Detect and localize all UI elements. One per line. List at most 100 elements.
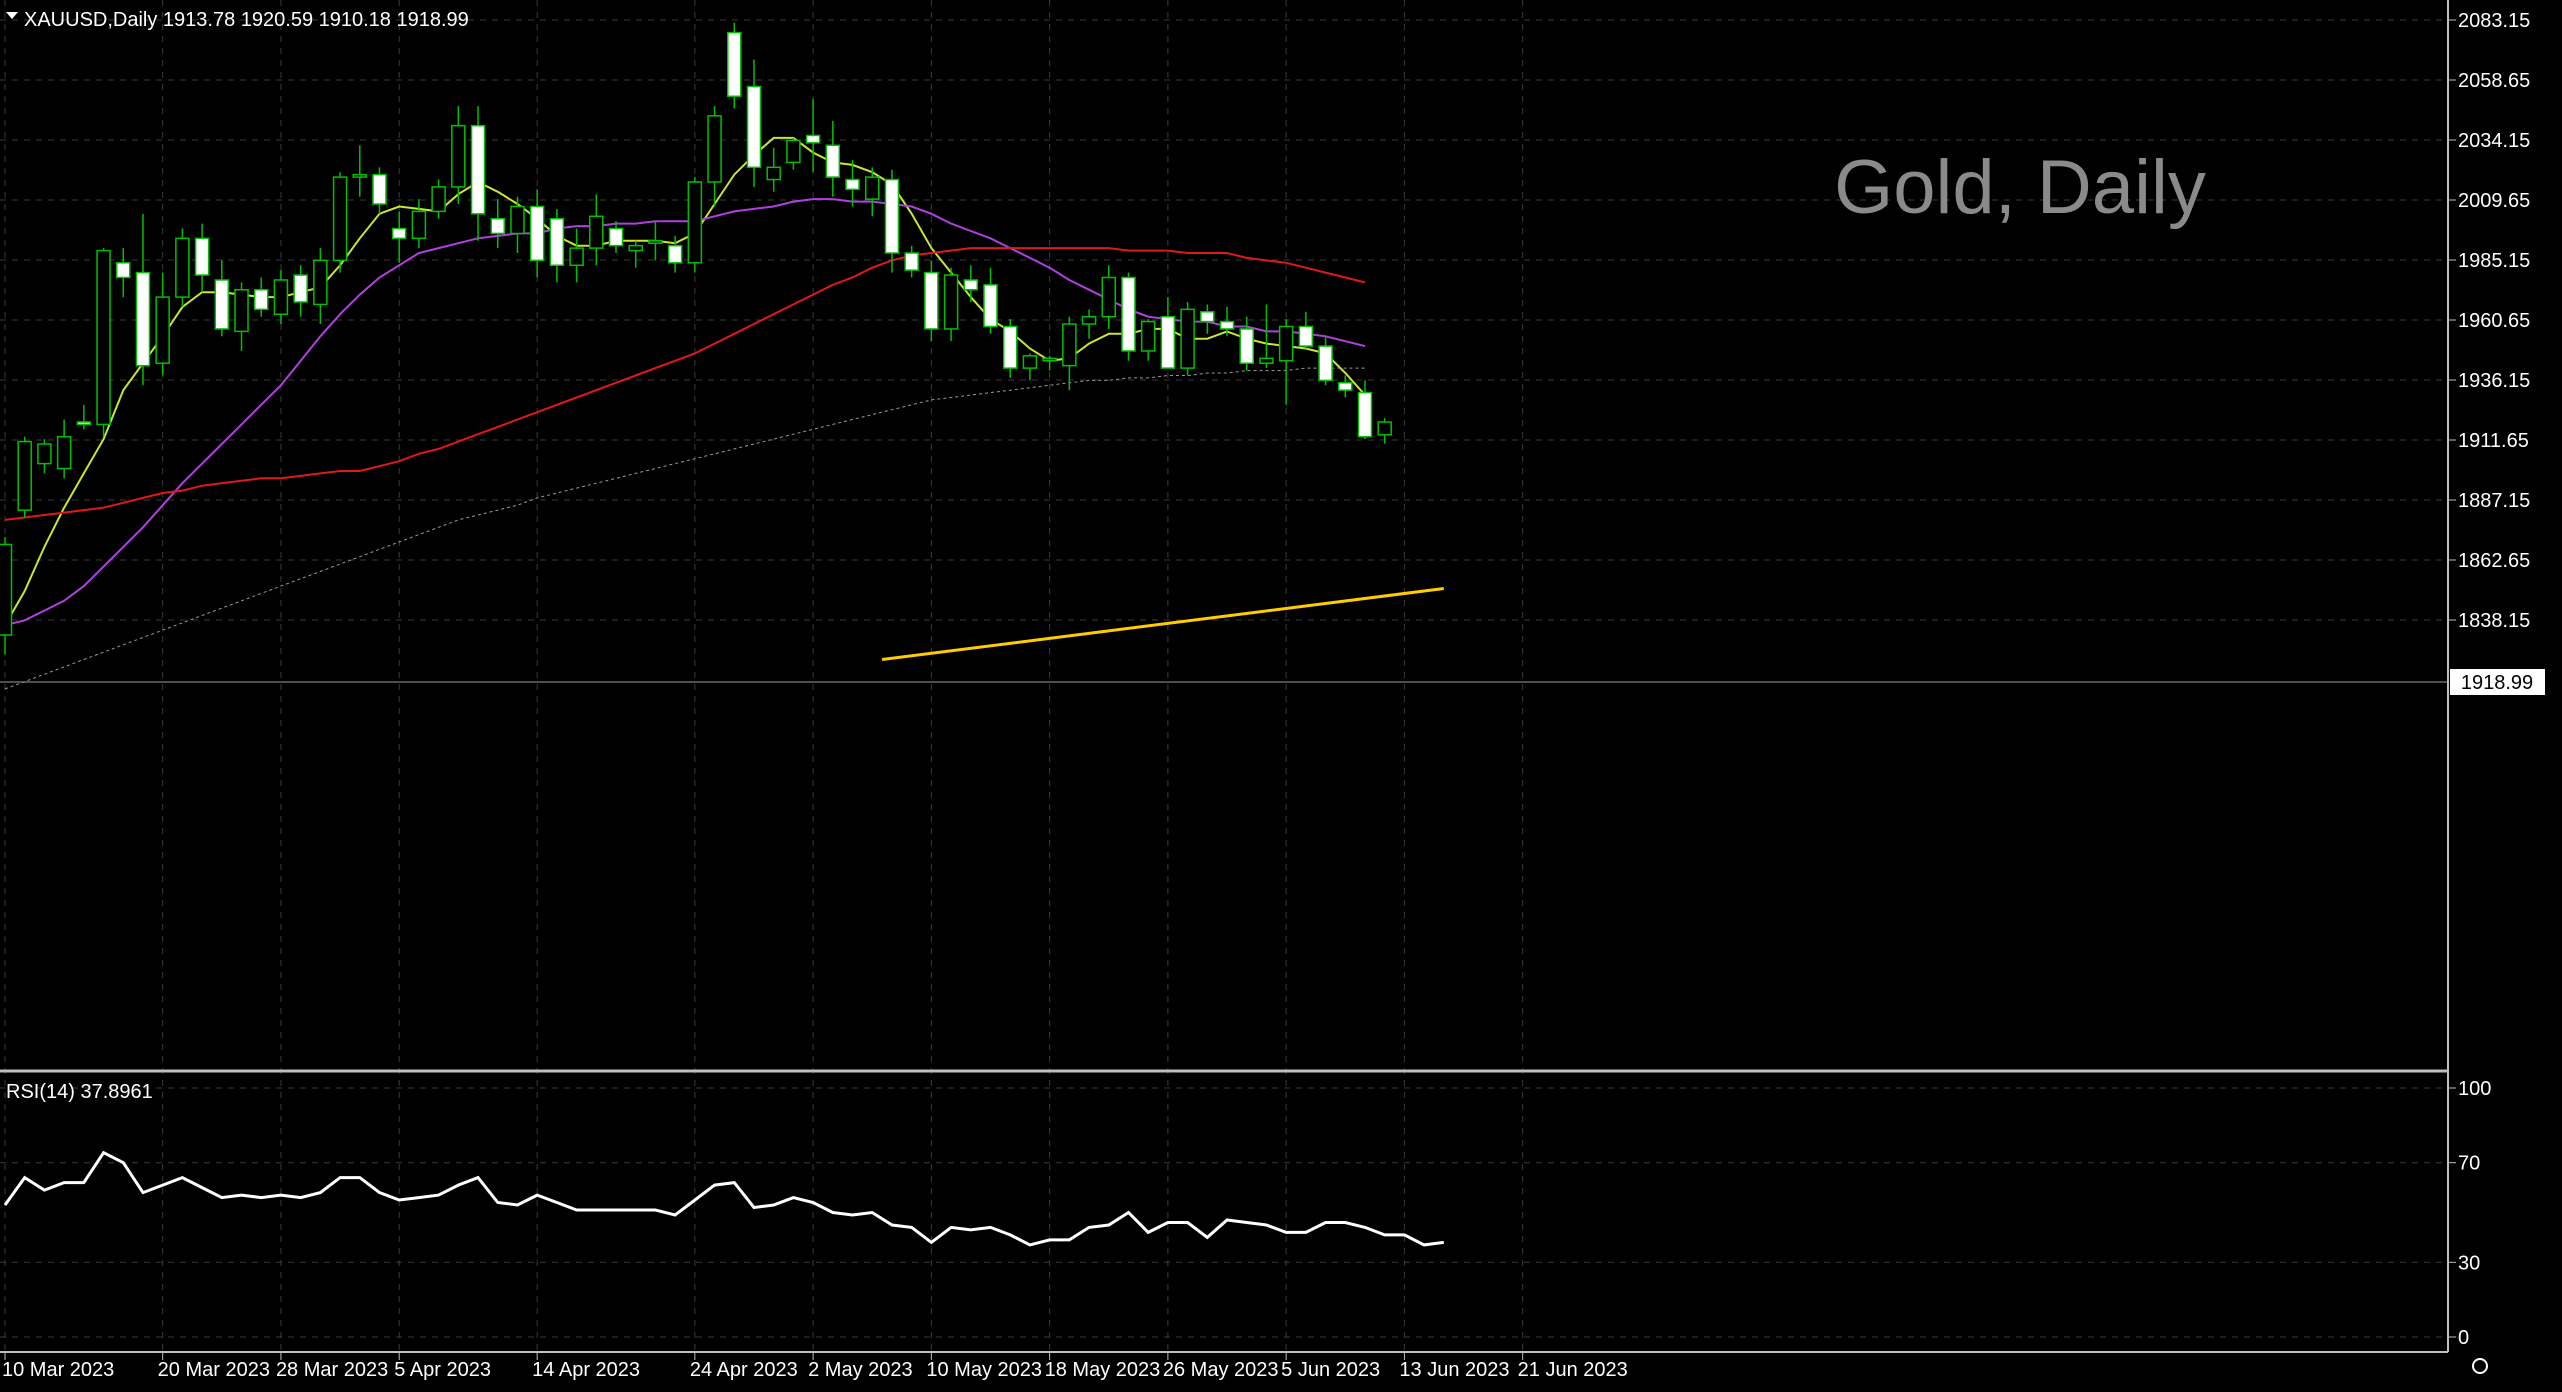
candle-body[interactable] bbox=[1002, 325, 1018, 369]
candle-body[interactable] bbox=[273, 279, 289, 315]
candle[interactable] bbox=[687, 177, 703, 273]
trend-lines[interactable] bbox=[881, 587, 1445, 662]
candle-body[interactable] bbox=[1081, 315, 1097, 325]
candle[interactable] bbox=[1180, 301, 1195, 376]
candle-body[interactable] bbox=[825, 144, 841, 178]
candle-body[interactable] bbox=[845, 178, 860, 191]
candle-body[interactable] bbox=[1101, 276, 1117, 318]
candle-body[interactable] bbox=[1278, 325, 1294, 362]
candle[interactable] bbox=[1140, 319, 1156, 361]
candle[interactable] bbox=[234, 282, 249, 351]
yellow-trend-line[interactable] bbox=[881, 587, 1445, 662]
candle-body[interactable] bbox=[1357, 391, 1373, 438]
candle[interactable] bbox=[529, 189, 545, 278]
candle[interactable] bbox=[983, 267, 998, 334]
candle-body[interactable] bbox=[963, 279, 979, 291]
candle[interactable] bbox=[1200, 304, 1215, 334]
candle[interactable] bbox=[17, 436, 32, 518]
candle[interactable] bbox=[431, 179, 446, 219]
candle[interactable] bbox=[293, 265, 308, 317]
candle-body[interactable] bbox=[1180, 308, 1195, 369]
candle[interactable] bbox=[943, 267, 959, 342]
candle-body[interactable] bbox=[943, 274, 959, 330]
rsi-pane[interactable]: 100 70 30 0 bbox=[0, 1078, 2491, 1349]
candle-body[interactable] bbox=[904, 252, 919, 271]
candle-body[interactable] bbox=[648, 240, 663, 244]
candle[interactable] bbox=[451, 106, 466, 205]
candle[interactable] bbox=[1278, 319, 1294, 405]
candle-body[interactable] bbox=[116, 262, 131, 279]
candle[interactable] bbox=[628, 240, 643, 268]
candle[interactable] bbox=[1298, 311, 1314, 349]
candle[interactable] bbox=[470, 106, 486, 241]
candle[interactable] bbox=[1357, 380, 1373, 440]
candle[interactable] bbox=[76, 404, 92, 430]
candle-body[interactable] bbox=[214, 279, 230, 330]
candle[interactable] bbox=[313, 248, 328, 325]
candle[interactable] bbox=[391, 211, 407, 263]
candle[interactable] bbox=[1062, 316, 1077, 391]
candle-body[interactable] bbox=[983, 284, 998, 328]
candle-body[interactable] bbox=[234, 288, 249, 333]
candle-body[interactable] bbox=[1121, 276, 1136, 352]
candle-body[interactable] bbox=[687, 181, 703, 264]
candle[interactable] bbox=[1042, 355, 1057, 371]
candle-body[interactable] bbox=[96, 249, 111, 426]
candle-body[interactable] bbox=[431, 186, 446, 213]
candle[interactable] bbox=[667, 235, 683, 273]
candle-body[interactable] bbox=[490, 217, 505, 235]
candle[interactable] bbox=[727, 22, 742, 109]
candle[interactable] bbox=[1318, 336, 1333, 386]
time-axis[interactable]: 10 Mar 2023 20 Mar 2023 28 Mar 2023 5 Apr 2… bbox=[2, 1352, 1628, 1381]
candle-body[interactable] bbox=[194, 237, 210, 276]
candle-body[interactable] bbox=[372, 173, 387, 205]
candle-body[interactable] bbox=[667, 244, 683, 264]
candle-body[interactable] bbox=[470, 124, 486, 215]
candle-body[interactable] bbox=[1259, 357, 1274, 364]
candle[interactable] bbox=[175, 228, 190, 307]
candle[interactable] bbox=[805, 98, 821, 173]
candle[interactable] bbox=[746, 59, 762, 187]
candle-body[interactable] bbox=[529, 205, 545, 262]
candle[interactable] bbox=[1160, 297, 1176, 369]
candle-body[interactable] bbox=[589, 215, 604, 249]
candle[interactable] bbox=[116, 248, 131, 298]
candle[interactable] bbox=[510, 196, 525, 254]
candle-body[interactable] bbox=[332, 176, 348, 262]
candle-body[interactable] bbox=[608, 227, 624, 247]
candle[interactable] bbox=[273, 270, 289, 325]
candle-body[interactable] bbox=[707, 115, 722, 183]
candle-body[interactable] bbox=[1239, 328, 1254, 364]
candle-body[interactable] bbox=[1200, 311, 1215, 323]
candle[interactable] bbox=[884, 169, 900, 273]
candle-body[interactable] bbox=[352, 173, 368, 178]
candle-body[interactable] bbox=[56, 435, 72, 470]
candle[interactable] bbox=[1259, 304, 1274, 369]
candle-body[interactable] bbox=[1042, 357, 1057, 362]
candle[interactable] bbox=[648, 221, 663, 261]
candle[interactable] bbox=[214, 260, 230, 337]
candle-body[interactable] bbox=[253, 288, 269, 311]
candle[interactable] bbox=[332, 172, 348, 273]
candle-body[interactable] bbox=[76, 421, 92, 426]
candle[interactable] bbox=[1022, 353, 1038, 381]
candle[interactable] bbox=[1081, 309, 1097, 339]
candle-body[interactable] bbox=[628, 244, 643, 252]
candle[interactable] bbox=[1219, 306, 1235, 337]
candle-body[interactable] bbox=[1062, 323, 1077, 367]
candle[interactable] bbox=[904, 245, 919, 278]
candle[interactable] bbox=[589, 194, 604, 266]
candle[interactable] bbox=[963, 265, 979, 302]
candle-body[interactable] bbox=[155, 296, 170, 364]
candle[interactable] bbox=[845, 159, 860, 207]
candle[interactable] bbox=[1239, 316, 1254, 371]
candle[interactable] bbox=[96, 248, 111, 437]
candle[interactable] bbox=[766, 147, 781, 192]
candle-body[interactable] bbox=[1298, 325, 1314, 347]
candle-body[interactable] bbox=[1377, 421, 1392, 436]
candle-body[interactable] bbox=[0, 543, 13, 636]
candle[interactable] bbox=[1338, 375, 1353, 398]
price-axis[interactable]: 2083.15 2058.65 2034.15 2009.65 1985.15 1960.… bbox=[2448, 10, 2530, 632]
candle[interactable] bbox=[1101, 265, 1117, 329]
candle-body[interactable] bbox=[510, 205, 525, 235]
